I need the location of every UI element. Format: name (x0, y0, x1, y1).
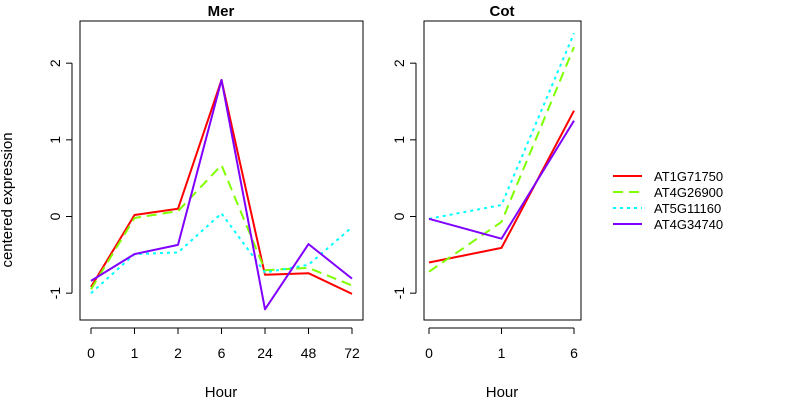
y-axis-title: centered expression (0, 132, 16, 267)
panel-title: Cot (490, 3, 515, 20)
series-line (90, 79, 353, 311)
series-line (90, 164, 353, 290)
plot-frame (79, 20, 364, 321)
x-tick-label: 1 (498, 345, 506, 361)
x-tick-label: 1 (131, 345, 139, 361)
legend-item-label: AT4G34740 (654, 217, 723, 232)
x-tick-label: 6 (570, 345, 578, 361)
x-axis-title: Hour (205, 384, 238, 400)
y-tick-label: 1 (391, 136, 407, 144)
x-tick-label: 6 (218, 345, 226, 361)
x-tick-label: 0 (425, 345, 433, 361)
legend-item-label: AT1G71750 (654, 169, 723, 184)
x-tick-label: 0 (87, 345, 95, 361)
panel-mer: Mer Hour 0 1 2 6 24 48 72 -1 0 1 2 (47, 3, 364, 400)
x-tick-label: 48 (301, 345, 317, 361)
series-line (428, 32, 575, 220)
legend-item-label: AT5G11160 (654, 201, 721, 216)
y-tick-label: 0 (47, 212, 63, 220)
y-tick-label: 2 (391, 59, 407, 67)
series-line (90, 212, 353, 294)
x-axis-title: Hour (486, 384, 519, 400)
panel-cot: Cot Hour 0 1 6 -1 0 1 2 (391, 3, 582, 400)
y-tick-label: 2 (47, 59, 63, 67)
series-line (90, 79, 353, 295)
series-line (428, 46, 575, 273)
series-line (428, 110, 575, 264)
plot-frame (423, 20, 582, 321)
y-tick-label: -1 (391, 287, 407, 300)
x-tick-label: 24 (257, 345, 273, 361)
y-tick-label: -1 (47, 287, 63, 300)
x-tick-label: 72 (344, 345, 360, 361)
y-tick-label: 1 (47, 136, 63, 144)
y-tick-label: 0 (391, 212, 407, 220)
series-line (428, 120, 575, 240)
panel-title: Mer (208, 3, 235, 20)
legend-item-label: AT4G26900 (654, 185, 723, 200)
x-tick-label: 2 (174, 345, 182, 361)
